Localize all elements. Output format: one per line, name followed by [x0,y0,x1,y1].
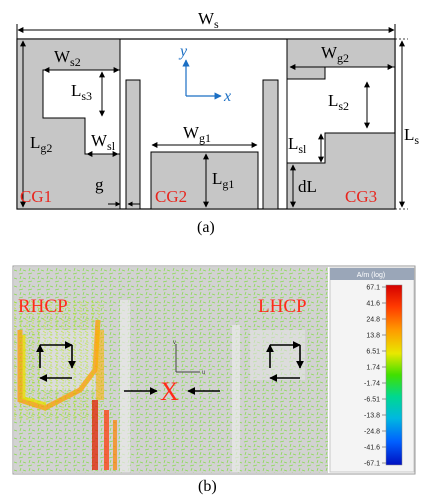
current-distribution-plot: v u RHCP LHCP X A/m (log) 67.1 41.6 24.8 13… [12,265,416,495]
colorbar-ticks: 67.1 41.6 24.8 13.8 6.51 1.74 -1.74 -6.51 -13.8 -… [364,285,386,468]
y-axis-label: y [178,43,188,60]
ground-cg1 [16,38,121,210]
colorbar-tick-label: 1.74 [366,365,380,372]
colorbar-tick-label: -67.1 [364,461,380,468]
colorbar-title-bg [330,268,414,280]
colorbar-tick-label: 24.8 [366,317,380,324]
cg3-label: CG3 [345,187,377,206]
lsl-label: Lsl [288,134,307,156]
center-x-label: X [160,377,179,406]
lhcp-rotation-arrows [266,341,304,382]
colorbar-tick-label: 13.8 [366,333,380,340]
svg-text:v: v [173,340,176,346]
ws2-label: Ws2 [54,47,81,69]
ls2-label: Ls2 [328,91,349,113]
rhcp-label: RHCP [18,296,68,317]
caption-b: (b) [198,478,217,495]
hot-current-feed-left [92,400,98,470]
colorbar-title: A/m (log) [357,272,385,279]
colorbar-tick-label: -6.51 [364,397,380,404]
colorbar-tick-label: 67.1 [366,285,380,292]
feed-strip-left [125,79,141,210]
ws-label: Ws [198,9,219,31]
colorbar-gradient [385,284,403,466]
ls3-label: Ls3 [71,81,92,103]
svg-text:u: u [202,370,205,376]
wg2-label: Wg2 [321,43,349,65]
colorbar-tick-label: 6.51 [366,349,380,356]
caption-a: (a) [197,219,215,236]
wsl-label: Wsl [91,131,116,153]
x-axis-label: x [223,88,231,105]
cg1-label: CG1 [20,187,52,206]
g-label: g [95,175,104,194]
feed-strip-right [262,79,279,210]
cg2-label: CG2 [155,187,187,206]
colorbar-tick-label: -13.8 [364,413,380,420]
colorbar-tick-label: 41.6 [366,301,380,308]
colorbar-tick-label: -1.74 [364,381,380,388]
lg2-label: Lg2 [30,133,52,155]
colorbar-tick-label: -41.6 [364,445,380,452]
antenna-layout-diagram: Ws Ws2 Ls3 Lg2 Wsl g Wg1 Lg1 y x Wg2 [16,9,419,236]
dl-label: dL [298,177,317,196]
lg1-label: Lg1 [212,169,234,191]
lhcp-label: LHCP [258,296,307,317]
ls-label: Ls [404,125,419,147]
rhcp-rotation-arrows [36,341,76,382]
wg1-label: Wg1 [183,123,211,145]
colorbar-tick-label: -24.8 [364,429,380,436]
